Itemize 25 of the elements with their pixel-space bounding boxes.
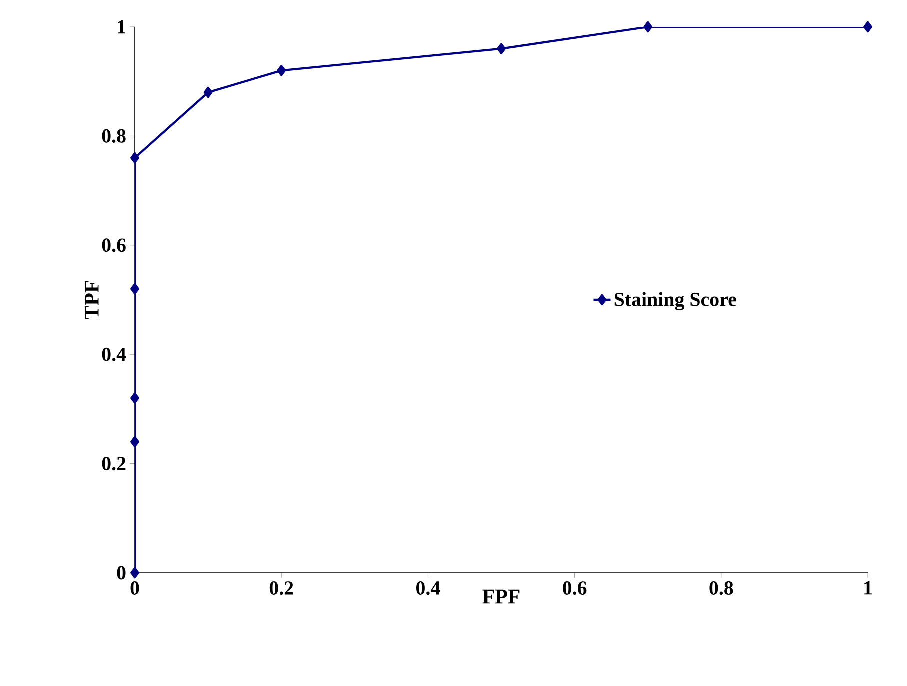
y-tick-label: 0.2	[102, 457, 126, 471]
point	[130, 436, 140, 448]
point	[864, 21, 872, 33]
x-tick-label: 0.2	[270, 582, 294, 596]
point	[130, 567, 140, 579]
y-axis-title: TPF	[85, 281, 99, 320]
x-tick-label: 0.4	[416, 582, 440, 596]
point	[204, 86, 213, 98]
point	[130, 152, 140, 164]
point	[644, 21, 653, 33]
x-axis-title: FPF	[482, 590, 520, 604]
x-tick-label: 0	[130, 582, 140, 595]
point	[497, 43, 506, 54]
point	[277, 65, 286, 76]
x-tick-label: 0.6	[563, 582, 587, 596]
legend-label: Staining Score	[614, 292, 736, 311]
y-tick-label: 0	[117, 566, 126, 580]
y-tick-label: 0.8	[102, 129, 126, 143]
y-tick-label: 1	[118, 20, 126, 34]
x-tick-label: 1	[864, 582, 872, 595]
point	[130, 392, 140, 404]
y-tick-label: 0.4	[102, 348, 126, 362]
x-tick-label: 0.8	[710, 582, 734, 596]
point	[130, 284, 140, 295]
y-tick-label: 0.6	[102, 238, 126, 252]
